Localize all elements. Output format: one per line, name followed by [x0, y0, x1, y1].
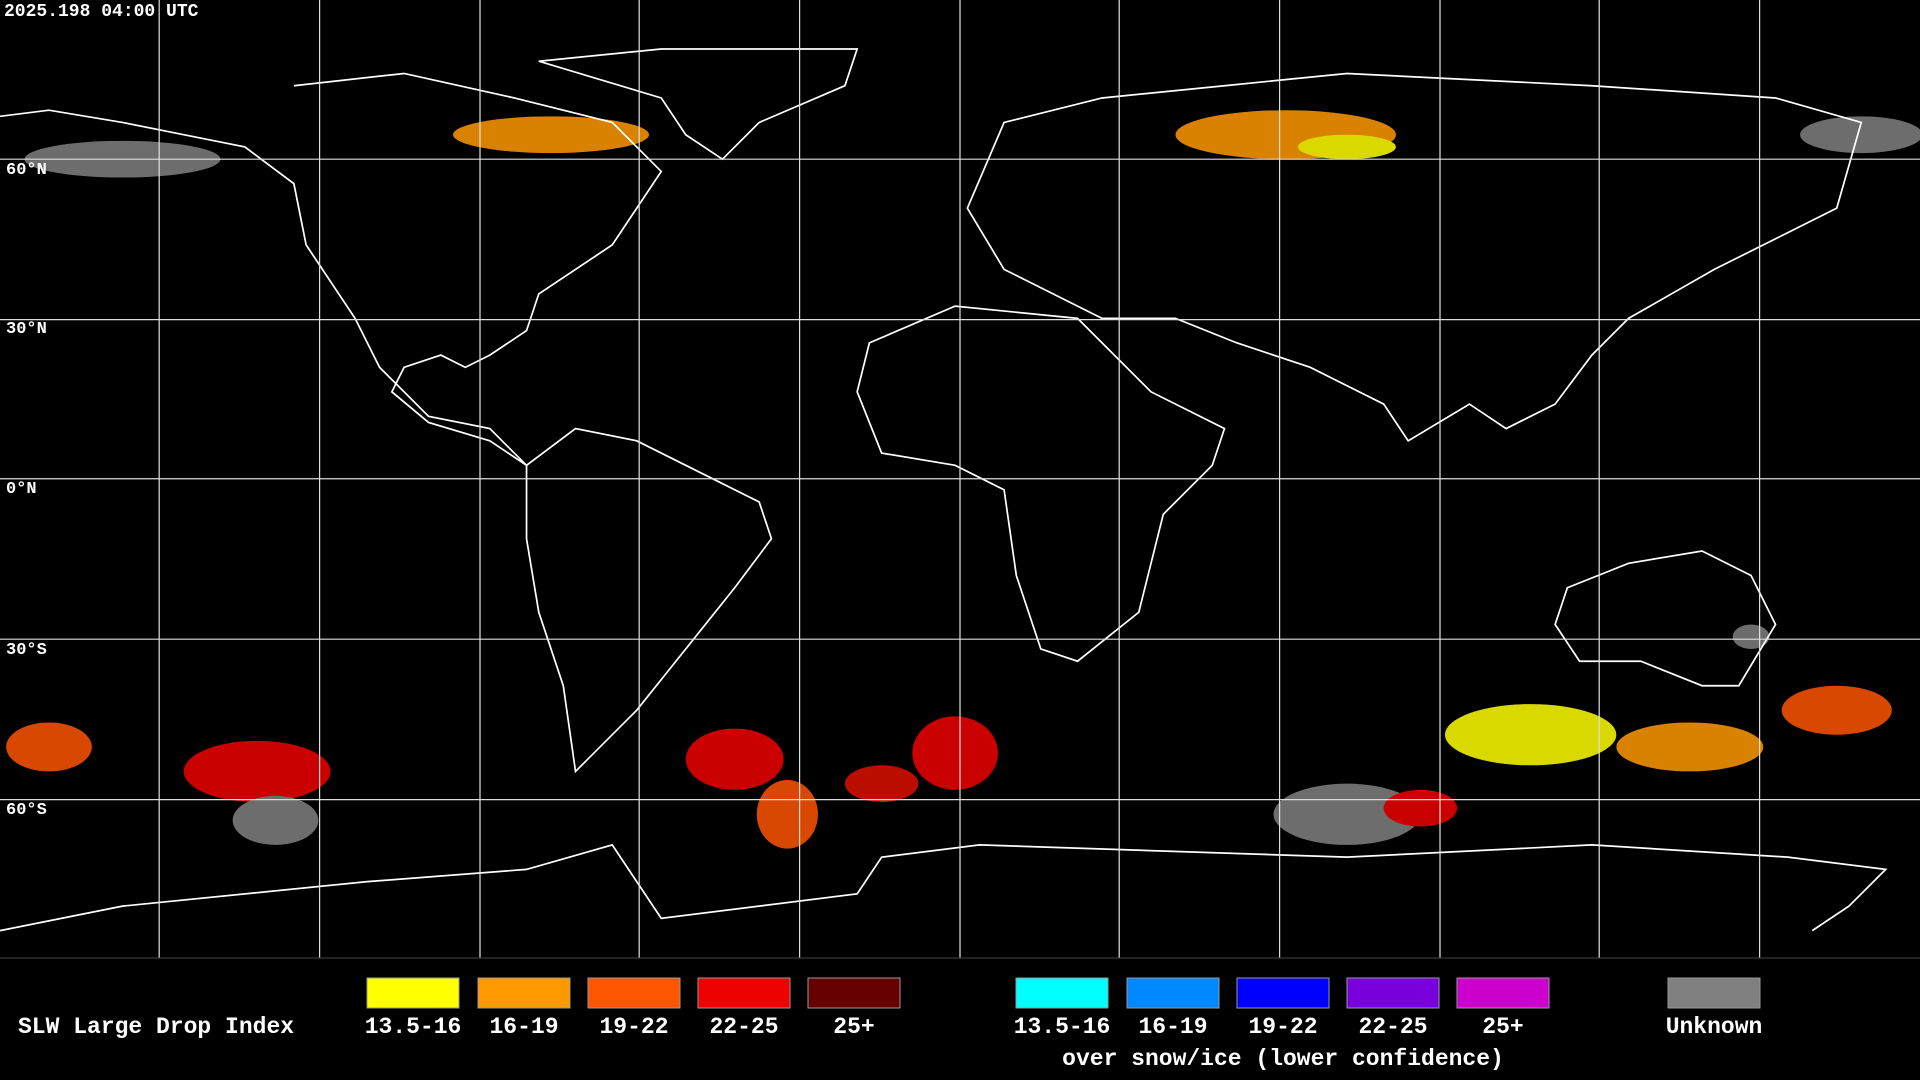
coastlines: [0, 48, 1888, 932]
legend-label: 22-25: [1358, 1014, 1427, 1040]
latitude-label: 60°S: [6, 801, 47, 820]
patch: [1383, 789, 1458, 827]
latitude-label: 30°N: [6, 320, 47, 339]
graticule: [0, 0, 1920, 958]
legend-title: SLW Large Drop Index: [18, 1014, 294, 1040]
africa: [856, 305, 1226, 663]
weather-patches: [6, 110, 1920, 849]
legend-label: 16-19: [1138, 1014, 1207, 1040]
patch: [1616, 722, 1764, 772]
legend-swatch: [807, 977, 901, 1009]
patch: [1732, 624, 1770, 649]
legend-label: 13.5-16: [365, 1014, 462, 1040]
patch: [1444, 704, 1617, 766]
legend-swatch: [1126, 977, 1220, 1009]
legend-label: 19-22: [1248, 1014, 1317, 1040]
eurasia: [966, 72, 1863, 442]
patch: [1781, 685, 1892, 735]
legend-label: 13.5-16: [1014, 1014, 1111, 1040]
legend-swatch: [1456, 977, 1550, 1009]
patch: [1800, 116, 1920, 154]
patch: [183, 740, 331, 803]
legend-swatch: [1346, 977, 1440, 1009]
patch: [685, 728, 784, 790]
south-america: [525, 427, 773, 774]
legend-label: 16-19: [489, 1014, 558, 1040]
patch: [232, 795, 319, 845]
legend-label: Unknown: [1666, 1014, 1763, 1040]
latitude-label: 60°N: [6, 161, 47, 180]
patch: [453, 116, 649, 154]
legend-swatch: [697, 977, 791, 1009]
patch: [912, 716, 998, 790]
legend-label: 25+: [1482, 1014, 1523, 1040]
legend-label: 22-25: [709, 1014, 778, 1040]
latitude-label: 0°N: [6, 480, 37, 499]
snow-ice-caption: over snow/ice (lower confidence): [1062, 1046, 1504, 1072]
map-area: [0, 0, 1920, 958]
greenland: [538, 48, 859, 161]
legend-swatch: [366, 977, 460, 1009]
legend-swatch: [477, 977, 571, 1009]
latitude-label: 30°S: [6, 641, 47, 660]
legend-swatch: [1236, 977, 1330, 1009]
patch: [1297, 134, 1396, 160]
legend-label: 19-22: [599, 1014, 668, 1040]
patch: [756, 780, 818, 849]
patch: [6, 722, 92, 772]
australia: [1554, 550, 1777, 687]
antarctica: [0, 843, 1888, 932]
legend-swatch: [1667, 977, 1761, 1009]
patch: [844, 765, 919, 803]
timestamp: 2025.198 04:00 UTC: [4, 2, 199, 22]
legend-swatch: [1015, 977, 1109, 1009]
legend-swatch: [587, 977, 681, 1009]
legend-label: 25+: [833, 1014, 874, 1040]
